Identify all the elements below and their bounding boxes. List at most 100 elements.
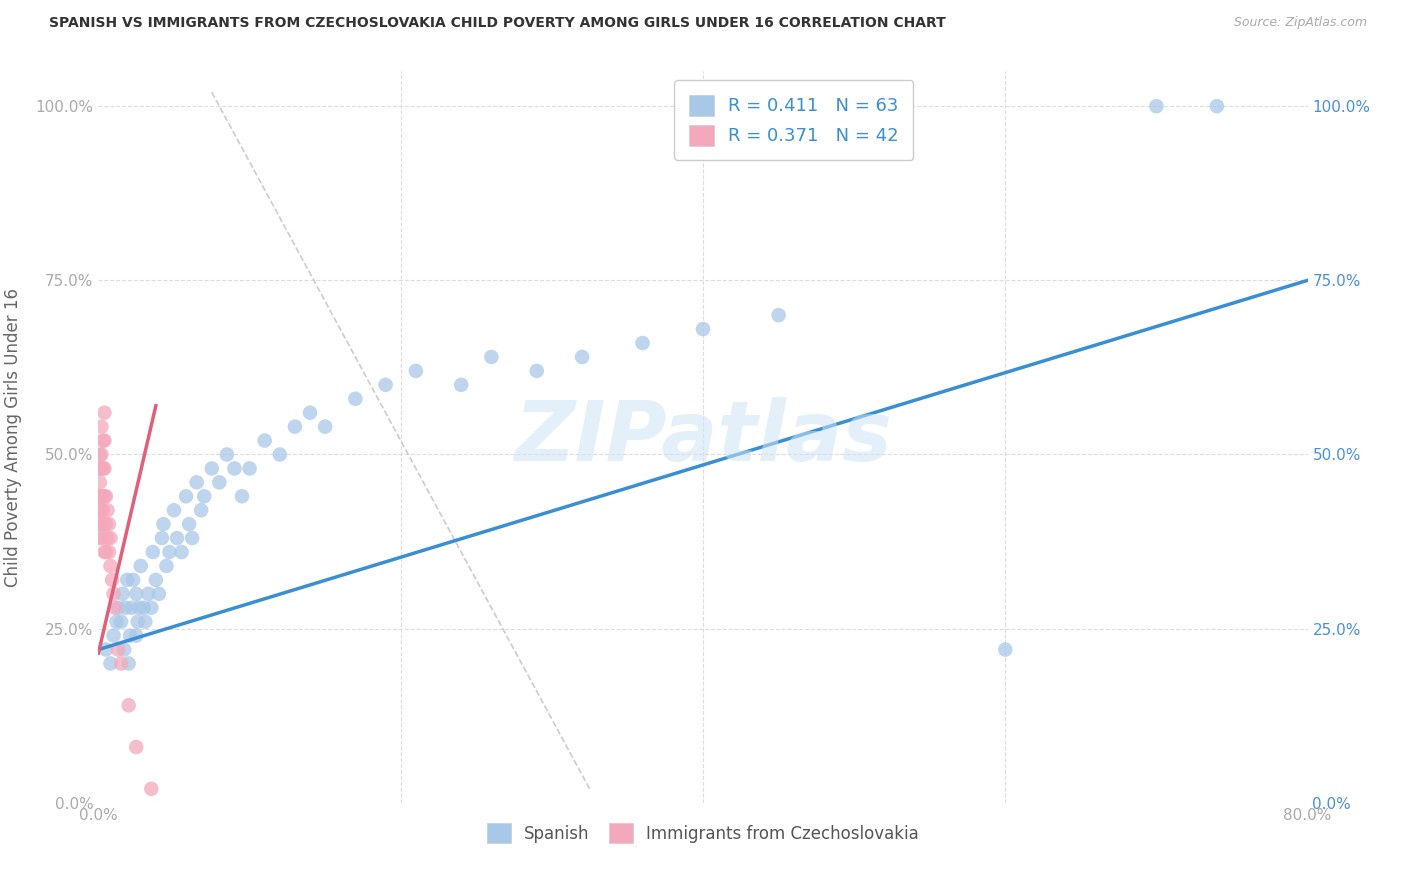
Point [89,489,111,503]
Point [93,489,115,503]
Point [90,489,112,503]
Point [110,615,132,629]
Point [269,448,291,462]
Point [120,629,142,643]
Point [94,545,117,559]
Point [128,600,150,615]
Point [90,461,112,475]
Point [152,517,174,532]
Point [89,448,111,462]
Point [107,642,129,657]
Point [112,642,135,657]
Point [239,461,262,475]
Point [89,475,111,490]
Point [125,740,148,755]
Point [96,531,118,545]
Point [101,573,124,587]
Point [186,475,208,490]
Point [190,503,212,517]
Point [141,600,163,615]
Point [118,698,141,713]
Point [314,419,336,434]
Point [115,573,138,587]
Point [344,392,367,406]
Point [481,350,503,364]
Point [405,364,427,378]
Point [100,657,122,671]
Point [98,517,121,532]
Text: Source: ZipAtlas.com: Source: ZipAtlas.com [1233,16,1367,29]
Point [571,350,593,364]
Point [103,587,125,601]
Point [179,517,201,532]
Point [93,545,115,559]
Point [450,377,472,392]
Point [111,587,134,601]
Point [107,600,129,615]
Point [91,531,114,545]
Point [100,531,122,545]
Point [374,377,396,392]
Point [118,657,141,671]
Legend: Spanish, Immigrants from Czechoslovakia: Spanish, Immigrants from Czechoslovakia [481,817,925,849]
Point [91,461,114,475]
Point [98,545,121,559]
Point [155,558,177,573]
Point [105,615,128,629]
Point [89,531,111,545]
Point [150,531,173,545]
Point [193,489,215,503]
Point [122,573,145,587]
Point [96,503,118,517]
Point [110,657,132,671]
Point [90,503,112,517]
Point [125,629,148,643]
Point [129,558,152,573]
Point [94,489,117,503]
Point [141,781,163,796]
Point [526,364,548,378]
Point [148,587,170,601]
Point [994,642,1017,657]
Point [253,434,276,448]
Point [114,600,136,615]
Point [104,600,127,615]
Point [631,336,654,351]
Point [93,461,115,475]
Point [134,615,156,629]
Point [299,406,322,420]
Point [90,419,112,434]
Point [163,503,186,517]
Point [100,558,122,573]
Point [103,629,125,643]
Point [170,545,193,559]
Point [93,517,115,532]
Point [145,573,167,587]
Text: ZIPatlas: ZIPatlas [515,397,891,477]
Point [166,531,188,545]
Point [208,475,231,490]
Point [215,448,238,462]
Point [174,489,197,503]
Point [89,489,111,503]
Point [136,587,159,601]
Y-axis label: Child Poverty Among Girls Under 16: Child Poverty Among Girls Under 16 [4,287,21,587]
Point [91,503,114,517]
Point [90,461,112,475]
Point [90,448,112,462]
Point [768,308,790,322]
Point [93,406,115,420]
Point [89,503,111,517]
Point [1206,99,1229,113]
Point [125,587,148,601]
Point [692,322,714,336]
Point [231,489,253,503]
Point [127,615,149,629]
Point [159,545,181,559]
Point [91,434,114,448]
Point [94,517,117,532]
Text: SPANISH VS IMMIGRANTS FROM CZECHOSLOVAKIA CHILD POVERTY AMONG GIRLS UNDER 16 COR: SPANISH VS IMMIGRANTS FROM CZECHOSLOVAKI… [49,16,946,30]
Point [121,600,143,615]
Point [132,600,155,615]
Point [89,517,111,532]
